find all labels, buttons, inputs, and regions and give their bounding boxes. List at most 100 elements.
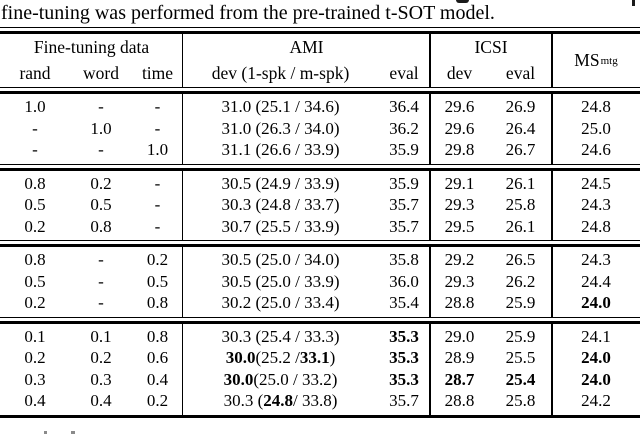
cropped-text-fragment [456,0,469,3]
cell-ami_eval: 35.7 [389,195,419,215]
column-group-icsi: ICSI [474,36,508,57]
cell-icsi_eval: 26.1 [505,216,536,236]
cell-icsi_dev: 29.3 [444,271,475,291]
cell-time: 0.6 [146,348,169,368]
cell-word: 0.8 [90,216,112,236]
cell-ms: 24.0 [581,369,611,389]
cell-icsi_eval: 26.5 [505,250,536,270]
cell-icsi_dev: 29.6 [444,97,475,117]
cell-icsi_eval: 25.9 [505,326,536,346]
cell-word: 0.3 [90,369,112,389]
cropped-text-fragment [44,431,47,434]
cell-rand: 0.2 [24,348,46,368]
cell-rand: 1.0 [24,97,46,117]
cell-ms: 24.3 [581,195,611,215]
cell-rand: 0.1 [24,326,46,346]
cell-time: - [154,118,161,138]
cell-rand: 0.5 [24,271,46,291]
cell-ami_dev: 30.2 (25.0 / 33.4) [221,293,340,313]
cell-time: - [154,195,161,215]
cell-rand: 0.8 [24,250,46,270]
cell-rand: - [32,140,38,160]
cropped-text-fragment [632,0,635,6]
cell-icsi_eval: 25.8 [505,391,536,411]
column-divider [181,94,184,164]
table-bottom-rule [0,414,640,418]
cell-rand: 0.4 [24,391,46,411]
table-row: 0.2 0.8 - 30.7 (25.5 / 33.9) 35.7 29.5 26.1 24.… [0,216,640,238]
column-divider [551,323,553,415]
table-header: Fine-tuning data AMI ICSI MS mtg rand wor… [0,34,640,87]
cell-rand: 0.8 [24,173,46,193]
table-row: - - 1.0 31.1 (26.6 / 33.9) 35.9 29.8 26.7 24.6 [0,140,640,162]
cell-ms: 24.0 [581,348,611,368]
cell-time: 0.4 [146,369,169,389]
column-divider [551,94,553,164]
column-divider [429,323,431,415]
cell-icsi_eval: 26.4 [505,118,536,138]
table-row: 1.0 - - 31.0 (25.1 / 34.6) 36.4 29.6 26.9 24.8 [0,97,640,119]
cell-time: 0.8 [146,326,169,346]
cell-icsi_eval: 25.8 [505,195,536,215]
cell-ms: 24.4 [581,271,611,291]
cell-time: - [154,97,161,117]
cell-rand: - [32,118,38,138]
cell-ami_dev: 30.3 (24.8 / 33.8) [223,391,338,411]
cell-time: - [154,173,161,193]
cell-ami_eval: 35.9 [389,140,419,160]
cell-ami_eval: 36.2 [389,118,419,138]
cell-ami_dev: 30.5 (25.0 / 34.0) [221,250,340,270]
table-row: 0.2 - 0.8 30.2 (25.0 / 33.4) 35.4 28.8 25.9 24.… [0,293,640,315]
table-row: 0.5 0.5 - 30.3 (24.8 / 33.7) 35.7 29.3 25.8 24.… [0,195,640,217]
cell-ms: 24.1 [581,326,611,346]
cell-icsi_dev: 29.8 [444,140,475,160]
cell-icsi_dev: 29.6 [444,118,475,138]
block-separator-rule [0,240,640,247]
cell-icsi_dev: 28.8 [444,391,475,411]
cell-ami_dev: 31.1 (26.6 / 33.9) [221,140,340,160]
cell-ms: 24.0 [581,293,611,313]
cell-word: 0.2 [90,173,112,193]
cell-rand: 0.3 [24,369,46,389]
cell-ms: 24.8 [581,216,611,236]
cell-time: - [154,216,161,236]
column-divider [429,34,431,87]
cell-word: - [98,97,104,117]
cell-ms: 24.8 [581,97,611,117]
column-divider [429,247,431,317]
table-row: 0.5 - 0.5 30.5 (25.0 / 33.9) 36.0 29.3 26.2 24.… [0,271,640,293]
cell-ami_dev: 30.5 (25.0 / 33.9) [221,271,340,291]
cell-word: 1.0 [90,118,112,138]
cell-icsi_eval: 26.9 [505,97,536,117]
column-divider [181,323,184,415]
cell-ami_eval: 36.4 [389,97,419,117]
cell-word: - [98,140,104,160]
cell-icsi_eval: 26.2 [505,271,536,291]
cell-ami_eval: 35.9 [389,173,419,193]
cell-icsi_dev: 29.1 [444,173,475,193]
cell-ami_eval: 35.7 [389,391,419,411]
cell-ami_dev: 30.0 (25.2 / 33.1) [225,348,336,368]
column-divider [429,94,431,164]
cell-ami_eval: 35.3 [389,348,419,368]
column-divider [429,170,431,240]
cell-icsi_eval: 26.7 [505,140,536,160]
table-row: 0.1 0.1 0.8 30.3 (25.4 / 33.3) 35.3 29.0 25.9 2… [0,326,640,348]
column-divider [181,170,184,240]
cell-time: 0.2 [146,250,169,270]
cell-time: 1.0 [146,140,169,160]
cell-ms: 25.0 [581,118,611,138]
cell-ms: 24.3 [581,250,611,270]
cell-word: - [98,271,104,291]
cell-icsi_eval: 25.5 [505,348,536,368]
cell-icsi_dev: 28.7 [444,369,475,389]
column-header-rand: rand [19,63,51,83]
cell-ami_dev: 31.0 (25.1 / 34.6) [221,97,340,117]
cell-icsi_dev: 28.9 [444,348,475,368]
cell-icsi_dev: 29.2 [444,250,475,270]
cell-word: 0.5 [90,195,112,215]
cell-ms: 24.6 [581,140,611,160]
column-header-ami-eval: eval [389,63,419,83]
cell-ami_dev: 30.7 (25.5 / 33.9) [221,216,340,236]
